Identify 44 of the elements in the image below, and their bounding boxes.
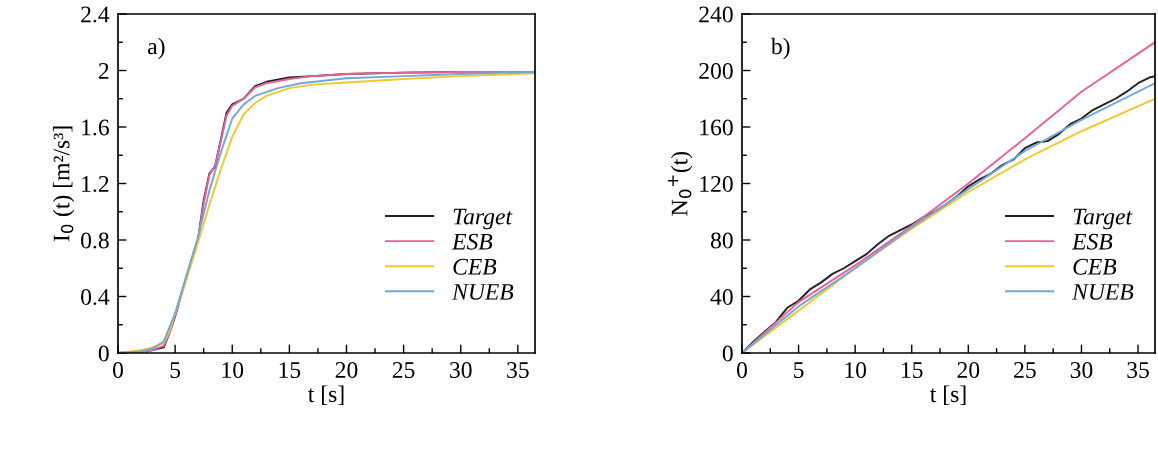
y-tick-label: 1.2 xyxy=(82,176,109,193)
y-axis-title: N$_{0}$$^{+}$(t) xyxy=(667,151,693,216)
legend-label: NUEB xyxy=(1071,284,1134,300)
x-tick-label: 15 xyxy=(279,362,301,378)
x-tick-label: 25 xyxy=(392,362,415,378)
y-tick-label: 0 xyxy=(98,345,109,362)
y-tick-label: 200 xyxy=(699,62,733,79)
y-tick-label: 40 xyxy=(710,288,733,305)
y-axis-title: I$_{0}$ (t) [m²/s³] xyxy=(52,126,75,242)
y-tick-label: 2 xyxy=(98,63,109,79)
x-tick-label: 30 xyxy=(450,362,472,378)
legend-label: Target xyxy=(1073,208,1133,230)
y-tick-label: 80 xyxy=(710,232,733,249)
x-tick-label: 10 xyxy=(845,362,867,378)
y-tick-label: 240 xyxy=(699,6,733,23)
x-tick-label: 20 xyxy=(335,362,358,378)
x-tick-label: 35 xyxy=(507,362,529,378)
y-tick-label: 160 xyxy=(700,119,733,136)
x-axis-title: t [s] xyxy=(930,385,966,406)
annotation: b) xyxy=(770,37,790,60)
legend-label: Target xyxy=(453,208,513,230)
x-tick-label: 15 xyxy=(902,362,923,378)
y-tick-label: 1.6 xyxy=(82,119,109,136)
x-tick-label: 0 xyxy=(113,362,123,378)
y-tick-label: 120 xyxy=(700,175,733,192)
x-tick-label: 5 xyxy=(170,362,181,378)
y-tick-label: 2.4 xyxy=(81,6,110,23)
legend-label: NUEB xyxy=(451,284,514,300)
x-axis-title: t [s] xyxy=(308,385,344,406)
legend-label: CEB xyxy=(453,258,497,275)
x-tick-label: 5 xyxy=(794,362,804,378)
y-tick-label: 0 xyxy=(722,345,733,362)
x-tick-label: 10 xyxy=(222,362,244,378)
legend-label: ESB xyxy=(1071,233,1113,250)
y-tick-label: 0.8 xyxy=(81,232,109,249)
x-tick-label: 25 xyxy=(1014,362,1036,378)
x-tick-label: 35 xyxy=(1127,362,1149,378)
annotation: a) xyxy=(148,37,165,60)
x-tick-label: 30 xyxy=(1070,362,1093,378)
x-tick-label: 0 xyxy=(737,362,747,378)
y-tick-label: 0.4 xyxy=(81,288,110,306)
legend-label: CEB xyxy=(1073,258,1117,275)
legend-label: ESB xyxy=(451,233,493,250)
x-tick-label: 20 xyxy=(957,362,980,378)
